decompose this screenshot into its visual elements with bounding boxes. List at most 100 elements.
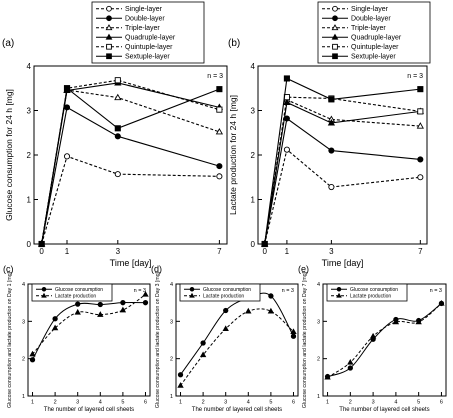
legend-label: Quintuple-layer	[351, 44, 399, 51]
data-point	[245, 307, 252, 314]
y-axis-label: Glucose consumption and lactate producti…	[302, 271, 308, 408]
data-point	[216, 173, 223, 180]
x-tick-label: 1	[65, 247, 70, 256]
y-tick-label: 4	[170, 282, 173, 288]
data-point	[223, 307, 229, 314]
data-point	[347, 358, 354, 365]
y-tick-label: 2	[22, 357, 25, 363]
data-point	[369, 332, 377, 339]
legend-label: Double-layer	[125, 16, 165, 23]
data-point	[199, 351, 207, 358]
data-point	[142, 300, 149, 306]
legend-label: Glucose consumption	[55, 287, 103, 293]
n-label: n = 3	[282, 288, 294, 294]
x-axis-label: The number of layered cell sheets	[192, 407, 282, 413]
legend-label: Single-layer	[351, 6, 389, 13]
y-tick-label: 2	[27, 151, 32, 160]
legend-marker	[105, 33, 113, 40]
legend-label: Triple-layer	[351, 25, 386, 32]
chart-panel-1: 0 1 3 7 0 1 2 3 4 Time [day] Glucose consumption f…	[2, 1, 228, 268]
y-axis-label: Glucose consumption and lactate producti…	[155, 271, 161, 408]
x-axis-label: The number of layered cell sheets	[44, 407, 134, 413]
legend-marker	[106, 43, 112, 50]
legend-label: Triple-layer	[125, 25, 160, 32]
legend-box	[317, 1, 431, 64]
data-point	[29, 350, 36, 357]
x-tick-label: 4	[99, 400, 102, 406]
data-point	[216, 106, 223, 113]
y-tick-label: 2	[251, 151, 256, 160]
x-tick-label: 3	[329, 247, 334, 256]
series-line	[41, 106, 220, 245]
series-line	[264, 96, 421, 245]
y-axis-label: Glucose consumption for 24 h [mg]	[4, 89, 14, 221]
x-tick-label: 1	[285, 247, 290, 256]
legend-box	[326, 283, 408, 302]
data-point	[267, 307, 275, 314]
y-tick-label: 1	[22, 394, 25, 400]
data-point	[415, 318, 422, 325]
x-tick-label: 5	[417, 400, 420, 406]
data-point	[177, 372, 184, 378]
data-point	[63, 85, 71, 92]
y-tick-label: 4	[27, 62, 32, 71]
x-tick-label: 2	[349, 400, 352, 406]
legend-label: Double-layer	[351, 16, 391, 23]
x-tick-label: 5	[269, 400, 272, 406]
chart-panel-2: 0 1 3 7 0 1 2 3 4 Time [day] Lactate production fo…	[228, 1, 431, 268]
panel-label: (c)	[3, 264, 14, 274]
data-point	[97, 301, 103, 308]
series-line	[327, 303, 442, 378]
panel-label: (d)	[151, 264, 162, 274]
y-tick-label: 3	[317, 319, 320, 325]
data-point	[328, 96, 335, 103]
series-line	[41, 87, 220, 245]
n-label: n = 3	[407, 73, 423, 80]
n-label: n = 3	[134, 288, 146, 294]
x-tick-label: 3	[116, 247, 121, 256]
data-point	[200, 340, 206, 346]
x-tick-label: 0	[39, 247, 44, 256]
x-tick-label: 1	[326, 400, 329, 406]
series-line	[41, 79, 220, 245]
y-axis-label: Lactate production for 24 h [mg]	[228, 95, 238, 215]
data-point	[63, 153, 71, 160]
data-point	[324, 373, 331, 380]
data-point	[29, 357, 36, 363]
legend-label: Lactate production	[350, 294, 391, 300]
panel-label: (e)	[298, 264, 309, 274]
legend-box	[31, 283, 113, 302]
data-point	[142, 291, 149, 297]
x-tick-label: 6	[292, 400, 295, 406]
x-tick-label: 1	[31, 400, 34, 406]
data-point	[417, 174, 424, 181]
series-line	[180, 292, 294, 376]
legend-label: Quadruple-layer	[125, 35, 176, 42]
legend-label: Quadruple-layer	[351, 35, 402, 42]
series-line	[180, 308, 294, 386]
data-point	[416, 122, 424, 129]
legend-marker	[332, 15, 338, 22]
y-tick-label: 1	[251, 195, 256, 204]
data-point	[438, 299, 445, 306]
y-tick-label: 1	[170, 394, 173, 400]
x-tick-label: 0	[262, 247, 267, 256]
legend-label: Lactate production	[203, 294, 244, 300]
legend-marker	[106, 5, 112, 12]
y-tick-label: 2	[170, 357, 173, 363]
data-point	[114, 133, 121, 140]
legend-label: Lactate production	[55, 294, 96, 300]
x-tick-label: 5	[121, 400, 124, 406]
x-tick-label: 7	[418, 247, 423, 256]
legend-label: Quintuple-layer	[125, 44, 173, 51]
data-point	[222, 325, 229, 332]
x-axis-label: Time [day]	[110, 258, 152, 268]
y-tick-label: 4	[22, 282, 25, 288]
legend-label: Sextuple-layer	[351, 54, 396, 61]
